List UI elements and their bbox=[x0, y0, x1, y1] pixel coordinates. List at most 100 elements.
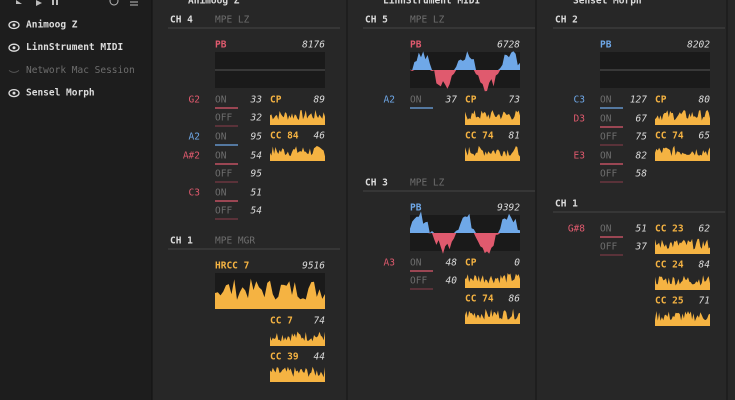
graph-label: CP bbox=[465, 258, 477, 269]
graph-label: CC 39 bbox=[270, 352, 299, 363]
channel-mode: MPE LZ bbox=[410, 15, 445, 26]
note-name: A#2 bbox=[183, 151, 200, 162]
note-on-value: 67 bbox=[636, 114, 648, 125]
device-name[interactable]: Animoog Z bbox=[26, 20, 78, 31]
sparkline bbox=[270, 146, 325, 161]
graph-label: PB bbox=[410, 40, 422, 51]
graph-value: 9516 bbox=[302, 261, 325, 272]
graph-label: CC 74 bbox=[465, 131, 494, 142]
channel-label: CH 1 bbox=[555, 199, 578, 210]
sidebar bbox=[0, 0, 152, 400]
graph-label: CC 74 bbox=[655, 131, 684, 142]
sparkline bbox=[655, 145, 710, 161]
channel-label: CH 4 bbox=[170, 15, 193, 26]
note-on-label: ON bbox=[215, 95, 227, 106]
eye-pupil bbox=[12, 46, 16, 50]
note-off-label: OFF bbox=[600, 242, 617, 253]
eye-pupil bbox=[12, 91, 16, 95]
sparkline bbox=[465, 308, 520, 324]
graph-label: CP bbox=[270, 95, 282, 106]
note-on-label: ON bbox=[215, 188, 227, 199]
graph-label: CC 7 bbox=[270, 316, 293, 327]
graph-label: CC 74 bbox=[465, 294, 494, 305]
column-title: LinnStrument MIDI bbox=[383, 0, 480, 7]
note-on-label: ON bbox=[600, 95, 612, 106]
note-off-value: 40 bbox=[446, 276, 458, 287]
swap-icon[interactable] bbox=[130, 1, 138, 6]
channel-label: CH 1 bbox=[170, 236, 193, 247]
note-on-value: 51 bbox=[636, 224, 647, 235]
note-on-value: 37 bbox=[445, 95, 458, 106]
graph-value: 84 bbox=[699, 260, 711, 271]
pb-positive bbox=[410, 51, 520, 70]
note-name: D3 bbox=[574, 114, 585, 125]
graph-value: 65 bbox=[699, 131, 711, 142]
note-name: E3 bbox=[574, 151, 585, 162]
note-on-value: 54 bbox=[251, 151, 263, 162]
pause-icon[interactable] bbox=[56, 0, 58, 5]
note-name: C3 bbox=[189, 188, 200, 199]
note-on-value: 95 bbox=[251, 132, 263, 143]
graph-label: PB bbox=[215, 40, 227, 51]
column-title: Sensel Morph bbox=[573, 0, 642, 7]
sparkline bbox=[215, 278, 325, 309]
channel-mode: MPE LZ bbox=[410, 178, 445, 189]
pb-negative bbox=[410, 233, 520, 254]
note-off-value: 54 bbox=[251, 206, 263, 217]
note-off-value: 58 bbox=[636, 169, 648, 180]
sparkline bbox=[465, 110, 520, 125]
sparkline bbox=[655, 238, 710, 254]
eye-icon bbox=[8, 88, 20, 98]
note-on-label: ON bbox=[410, 95, 422, 106]
note-off-label: OFF bbox=[215, 169, 232, 180]
sparkline bbox=[270, 366, 325, 382]
graph-value: 0 bbox=[514, 258, 520, 269]
note-on-label: ON bbox=[600, 224, 612, 235]
column-title: Animoog Z bbox=[188, 0, 240, 7]
pb-positive bbox=[410, 211, 520, 233]
graph-value: 89 bbox=[314, 95, 326, 106]
note-off-label: OFF bbox=[215, 113, 232, 124]
eye-hidden-icon bbox=[8, 69, 20, 73]
graph-value: 81 bbox=[509, 131, 520, 142]
note-off-value: 75 bbox=[636, 132, 648, 143]
note-on-value: 82 bbox=[636, 151, 648, 162]
graph-value: 6728 bbox=[497, 40, 520, 51]
pause-icon[interactable] bbox=[52, 0, 54, 5]
note-on-label: ON bbox=[215, 151, 227, 162]
graph-label: PB bbox=[600, 40, 612, 51]
graph-value: 74 bbox=[314, 316, 326, 327]
graph-label: CC 23 bbox=[655, 224, 684, 235]
note-on-value: 48 bbox=[446, 258, 458, 269]
graph-value: 62 bbox=[699, 224, 711, 235]
note-off-label: OFF bbox=[600, 169, 617, 180]
sparkline bbox=[465, 273, 520, 288]
note-off-value: 37 bbox=[635, 242, 648, 253]
graph-value: 44 bbox=[314, 352, 326, 363]
note-off-value: 32 bbox=[250, 113, 263, 124]
play-icon[interactable] bbox=[36, 0, 42, 6]
channel-mode: MPE LZ bbox=[215, 15, 250, 26]
eye-icon bbox=[8, 43, 20, 52]
channel-mode: MPE MGR bbox=[215, 236, 255, 247]
graph-value: 71 bbox=[699, 296, 710, 307]
sparkline bbox=[270, 331, 325, 346]
note-name: C3 bbox=[574, 95, 585, 106]
note-on-label: ON bbox=[410, 258, 422, 269]
note-name: A2 bbox=[189, 132, 200, 143]
refresh-icon[interactable] bbox=[109, 0, 119, 6]
device-name[interactable]: LinnStrument MIDI bbox=[26, 42, 123, 53]
graph-label: PB bbox=[410, 203, 422, 214]
sparkline bbox=[270, 109, 325, 125]
device-name[interactable]: Network Mac Session bbox=[26, 65, 135, 76]
graph-value: 73 bbox=[509, 95, 521, 106]
device-name[interactable]: Sensel Morph bbox=[26, 88, 95, 99]
graph-label: CC 25 bbox=[655, 296, 684, 307]
toolbar[interactable] bbox=[16, 0, 138, 6]
play-icon[interactable] bbox=[16, 0, 22, 4]
sparkline bbox=[465, 145, 520, 161]
sparkline bbox=[655, 311, 710, 326]
sparkline bbox=[655, 109, 710, 125]
channel-label: CH 2 bbox=[555, 15, 578, 26]
